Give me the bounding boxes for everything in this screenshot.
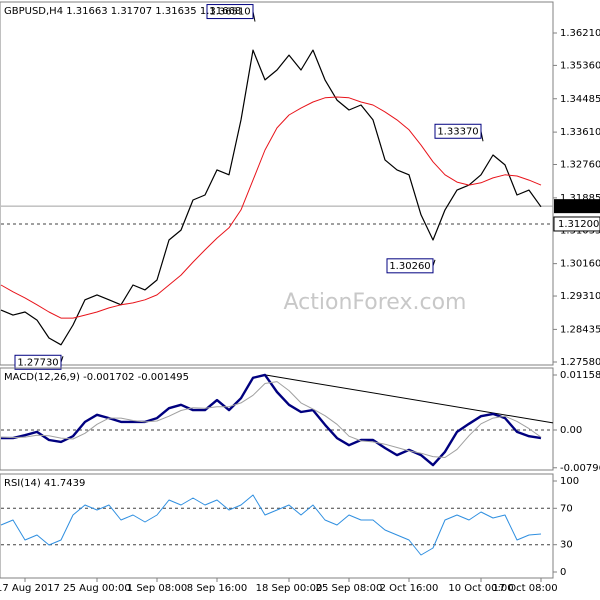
y-tick-label: 70 [560,503,573,514]
y-tick-label: 0.011588 [560,370,600,381]
watermark: ActionForex.com [284,290,467,315]
trend-line [264,374,554,424]
y-tick-label: 1.27580 [560,357,600,368]
y-tick-label: -0.007961 [560,463,600,474]
y-tick-label: 1.34485 [560,94,600,105]
x-tick-label: 17 Aug 2017 [0,583,60,594]
last-price-box [554,199,600,214]
y-tick-label: 0.00 [560,425,582,436]
y-tick-label: 1.35360 [560,60,600,71]
x-tick-label: 1 Sep 08:00 [127,583,187,594]
annotation-label: 1.30260 [389,261,430,272]
y-tick-label: 100 [560,476,579,487]
x-tick-label: 8 Sep 16:00 [187,583,247,594]
annotation-box [434,123,482,139]
last-price-label: 1.31668 [558,201,599,212]
series-line [0,49,542,346]
y-tick-label: 1.36210 [560,28,600,39]
y-tick-label: 0 [560,567,566,578]
x-tick-label: 25 Sep 08:00 [316,583,383,594]
panel-frame [0,1,554,366]
level-label-box [553,216,600,232]
series-line [0,381,542,458]
x-tick-label: 25 Aug 00:00 [63,583,130,594]
x-tick-label: 10 Oct 00:00 [448,583,513,594]
y-tick-label: 1.29310 [560,291,600,302]
level-label: 1.31200 [558,219,599,230]
y-tick-label: 1.32760 [560,160,600,171]
y-tick-label: 1.31885 [560,193,600,204]
panel-frame [0,473,554,579]
panel-title: MACD(12,26,9) -0.001702 -0.001495 [4,372,189,383]
annotation-box [386,258,434,274]
y-tick-label: 1.28435 [560,324,600,335]
x-tick-label: 17 Oct 08:00 [492,583,557,594]
series-line [0,494,542,556]
series-line [1,373,542,467]
annotation-label: 1.33370 [437,126,478,137]
x-tick-label: 2 Oct 16:00 [380,583,439,594]
y-tick-label: 1.33610 [560,127,600,138]
y-tick-label: 1.30160 [560,259,600,270]
annotation-box [206,4,254,20]
panel-frame [0,367,554,471]
series-line [0,96,542,319]
annotation-box [14,354,62,370]
annotation-label: 1.27730 [17,357,58,368]
x-tick-label: 18 Sep 00:00 [256,583,323,594]
y-tick-label: 30 [560,540,573,551]
annotation-label: 1.36510 [209,7,250,18]
panel-title: GBPUSD,H4 1.31663 1.31707 1.31635 1.3166… [4,6,241,17]
panel-title: RSI(14) 41.7439 [4,478,85,489]
